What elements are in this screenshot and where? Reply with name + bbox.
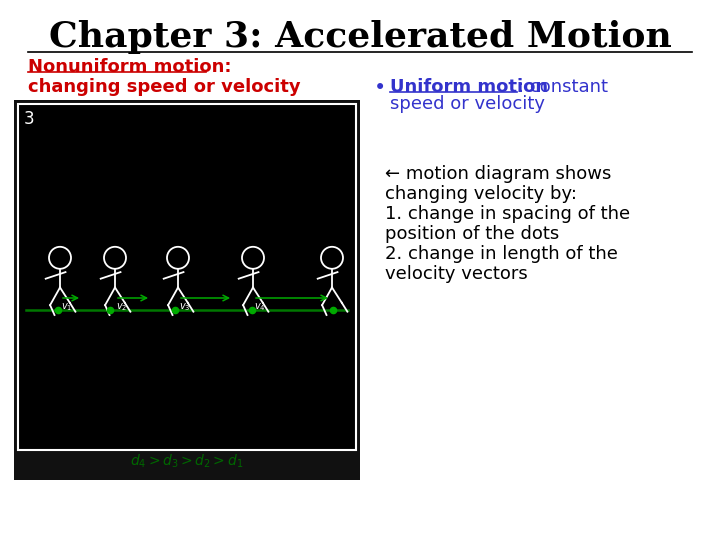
Text: : constant: : constant (518, 78, 608, 96)
Text: position of the dots: position of the dots (385, 225, 559, 243)
Text: 2. change in length of the: 2. change in length of the (385, 245, 618, 263)
Text: $v_2$: $v_2$ (116, 301, 127, 313)
Text: 3: 3 (24, 110, 35, 128)
Text: velocity vectors: velocity vectors (385, 265, 528, 283)
Text: $v_3$: $v_3$ (179, 301, 191, 313)
Text: $v_1$: $v_1$ (61, 301, 73, 313)
Text: Uniform motion: Uniform motion (390, 78, 548, 96)
Bar (18, 104, 356, 450)
Text: Nonuniform motion:: Nonuniform motion: (28, 58, 232, 76)
Text: Chapter 3: Accelerated Motion: Chapter 3: Accelerated Motion (48, 20, 672, 54)
Text: $v_4$: $v_4$ (254, 301, 266, 313)
Text: •: • (374, 78, 386, 98)
Text: changing velocity by:: changing velocity by: (385, 185, 577, 203)
Text: ← motion diagram shows: ← motion diagram shows (385, 165, 611, 183)
Text: speed or velocity: speed or velocity (390, 95, 545, 113)
Text: changing speed or velocity: changing speed or velocity (28, 78, 301, 96)
Bar (14, 100, 360, 480)
Text: $d_4 > d_3 > d_2 > d_1$: $d_4 > d_3 > d_2 > d_1$ (130, 453, 243, 470)
Text: 1. change in spacing of the: 1. change in spacing of the (385, 205, 630, 223)
